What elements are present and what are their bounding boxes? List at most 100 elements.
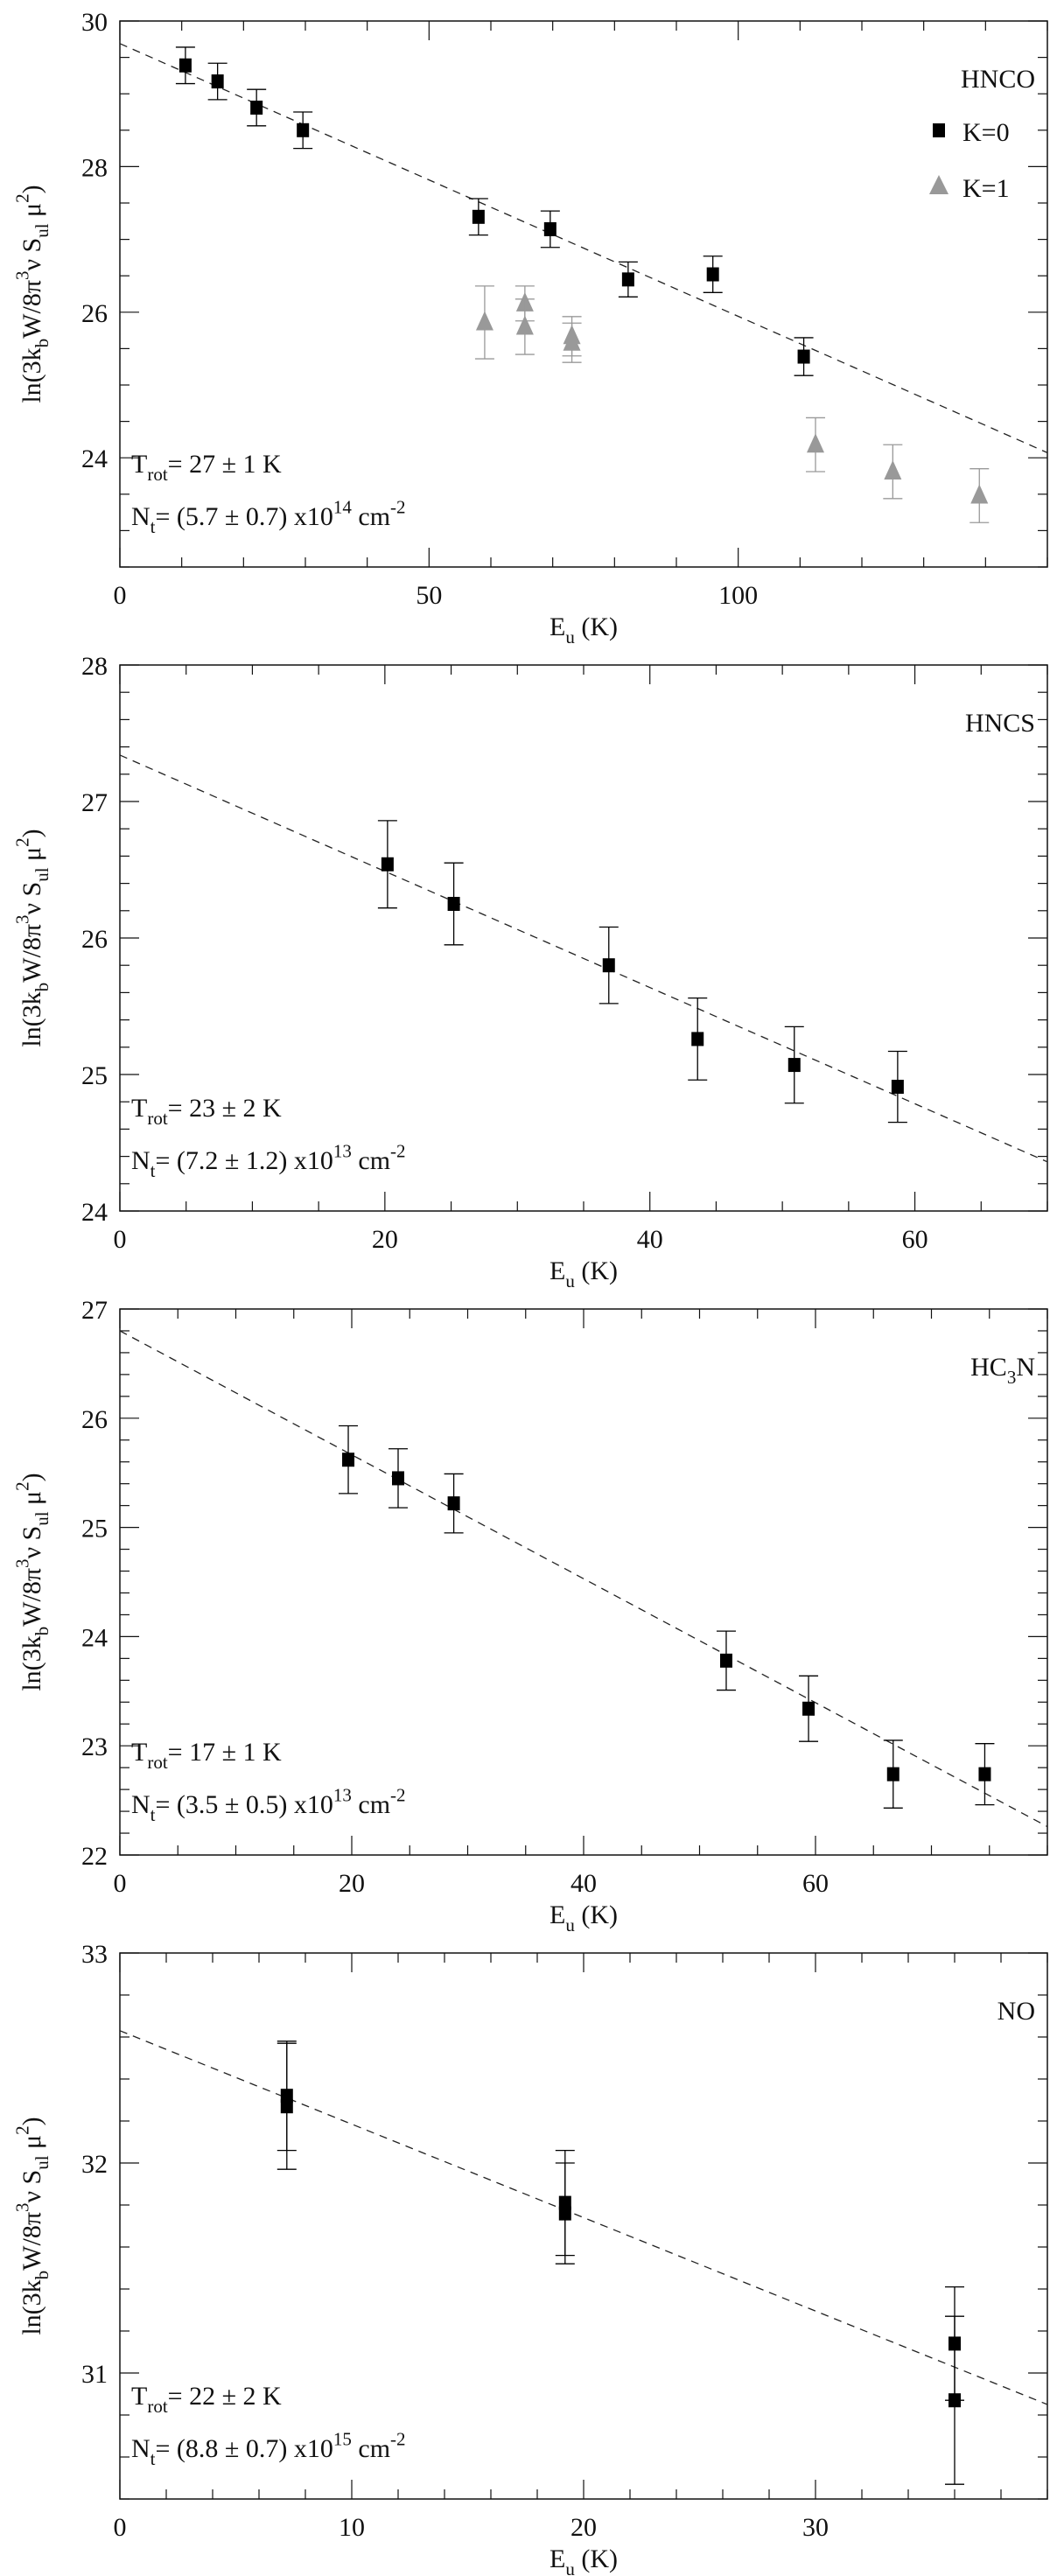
nt-annotation: Nt= (3.5 ± 0.5) x1013 cm-2 xyxy=(131,1785,406,1826)
x-axis-label: Eu (K) xyxy=(550,612,618,644)
data-point-triangle xyxy=(475,311,494,331)
y-axis-label-part: W/8π xyxy=(18,924,46,983)
x-axis-label-part: E xyxy=(550,612,565,641)
data-point-square xyxy=(543,221,556,236)
data-point-square xyxy=(719,1653,732,1668)
y-tick-label: 28 xyxy=(81,153,108,182)
x-axis-label-part: u xyxy=(565,626,575,644)
trot-annotation-part: = 22 ± 2 K xyxy=(168,2382,282,2411)
data-point-square xyxy=(447,897,460,911)
x-axis-label-part: (K) xyxy=(575,1900,618,1929)
x-tick-label: 20 xyxy=(570,2513,597,2542)
y-tick-label: 33 xyxy=(81,1940,108,1969)
data-point-square xyxy=(447,1496,460,1511)
y-axis-label-part: 2 xyxy=(12,193,33,203)
x-tick-label: 0 xyxy=(114,581,127,610)
legend-square-icon xyxy=(933,123,945,137)
x-axis-label: Eu (K) xyxy=(550,1900,618,1932)
y-tick-label: 25 xyxy=(81,1061,108,1090)
y-axis-label-part: ul xyxy=(32,223,52,238)
molecule-label: HNCO xyxy=(961,65,1035,94)
y-axis-label-part: W/8π xyxy=(18,2212,46,2271)
data-point-triangle xyxy=(807,433,824,453)
nt-annotation-part: 13 xyxy=(333,1141,352,1162)
y-tick-label: 32 xyxy=(81,2150,108,2179)
fit-line xyxy=(119,754,1048,1163)
y-axis-label: ln(3kbW/8π3ν Sul μ2) xyxy=(12,829,53,1046)
plot-frame xyxy=(119,1308,1048,1856)
molecule-label-part: HNCO xyxy=(961,65,1035,94)
x-axis-label-part: u xyxy=(565,2558,575,2576)
x-tick-label: 40 xyxy=(637,1225,663,1254)
trot-annotation-part: rot xyxy=(147,1108,167,1129)
y-axis-label-part: ln(3k xyxy=(18,1635,46,1690)
y-tick-label: 28 xyxy=(81,652,108,681)
y-tick-label: 26 xyxy=(81,1405,108,1434)
nt-annotation-part: t xyxy=(150,516,156,537)
x-axis-label-part: E xyxy=(550,1256,565,1285)
nt-annotation-part: 14 xyxy=(333,497,353,518)
data-point-square xyxy=(178,58,192,73)
legend-triangle-icon xyxy=(929,175,948,194)
trot-annotation: Trot= 22 ± 2 K xyxy=(131,2382,282,2417)
y-axis-label-part: ul xyxy=(32,2155,52,2170)
nt-annotation: Nt= (8.8 ± 0.7) x1015 cm-2 xyxy=(131,2429,406,2470)
y-axis-label: ln(3kbW/8π3ν Sul μ2) xyxy=(12,1473,53,1690)
x-tick-label: 40 xyxy=(570,1869,597,1898)
nt-annotation-part: cm xyxy=(352,1146,390,1175)
data-point-square xyxy=(948,2393,961,2408)
y-tick-label: 24 xyxy=(81,1198,108,1227)
x-tick-label: 20 xyxy=(372,1225,398,1254)
nt-annotation-part: -2 xyxy=(390,2429,406,2450)
nt-annotation-part: -2 xyxy=(390,1785,406,1806)
data-point-square xyxy=(691,1032,704,1046)
molecule-label: HC3N xyxy=(970,1353,1035,1388)
x-tick-label: 0 xyxy=(114,1869,127,1898)
x-tick-label: 30 xyxy=(802,2513,829,2542)
y-axis-label-part: μ xyxy=(18,847,46,868)
x-axis-label-part: (K) xyxy=(575,2544,618,2573)
data-point-square xyxy=(621,272,634,287)
data-point-square xyxy=(602,958,615,973)
trot-annotation-part: rot xyxy=(147,464,167,485)
nt-annotation-part: N xyxy=(131,1146,150,1175)
trot-annotation-part: T xyxy=(131,1094,147,1123)
y-axis-label-part: b xyxy=(32,1627,52,1636)
fit-line xyxy=(119,43,1048,453)
data-point-square xyxy=(978,1767,991,1782)
y-tick-label: 30 xyxy=(81,8,108,37)
y-tick-label: 23 xyxy=(81,1732,108,1761)
molecule-label-part: NO xyxy=(998,1997,1035,2026)
molecule-label-part: 3 xyxy=(1007,1367,1017,1388)
trot-annotation-part: = 27 ± 1 K xyxy=(168,450,282,479)
x-axis-label-part: (K) xyxy=(575,1256,618,1285)
nt-annotation-part: cm xyxy=(352,1790,390,1819)
x-tick-label: 60 xyxy=(902,1225,928,1254)
data-point-square xyxy=(472,209,485,224)
y-axis-label-part: ) xyxy=(18,185,46,193)
y-axis-label-part: b xyxy=(32,983,52,992)
y-tick-label: 27 xyxy=(81,1296,108,1325)
molecule-label-part: N xyxy=(1016,1353,1035,1382)
y-axis-label-part: 2 xyxy=(12,1481,33,1491)
molecule-label: HNCS xyxy=(965,709,1035,738)
nt-annotation-part: -2 xyxy=(390,497,406,518)
y-axis-label-part: ) xyxy=(18,2117,46,2125)
trot-annotation: Trot= 27 ± 1 K xyxy=(131,450,282,485)
data-point-square xyxy=(250,101,263,116)
trot-annotation-part: rot xyxy=(147,1752,167,1773)
chart-panel-hnco: 0 50 100 24 26 28 30 Eu (K) ln(3kbW/8π3ν Sul μ2)… xyxy=(12,8,1048,644)
y-axis-label-part: b xyxy=(32,339,52,348)
nt-annotation-part: N xyxy=(131,2434,150,2463)
y-tick-label: 26 xyxy=(81,299,108,328)
trot-annotation: Trot= 17 ± 1 K xyxy=(131,1738,282,1773)
x-axis-label: Eu (K) xyxy=(550,2544,618,2576)
x-tick-label: 20 xyxy=(339,1869,365,1898)
data-point-square xyxy=(891,1080,904,1095)
y-axis-label-part: ul xyxy=(32,867,52,882)
x-axis-label-part: E xyxy=(550,1900,565,1929)
x-axis-label-part: (K) xyxy=(575,612,618,641)
